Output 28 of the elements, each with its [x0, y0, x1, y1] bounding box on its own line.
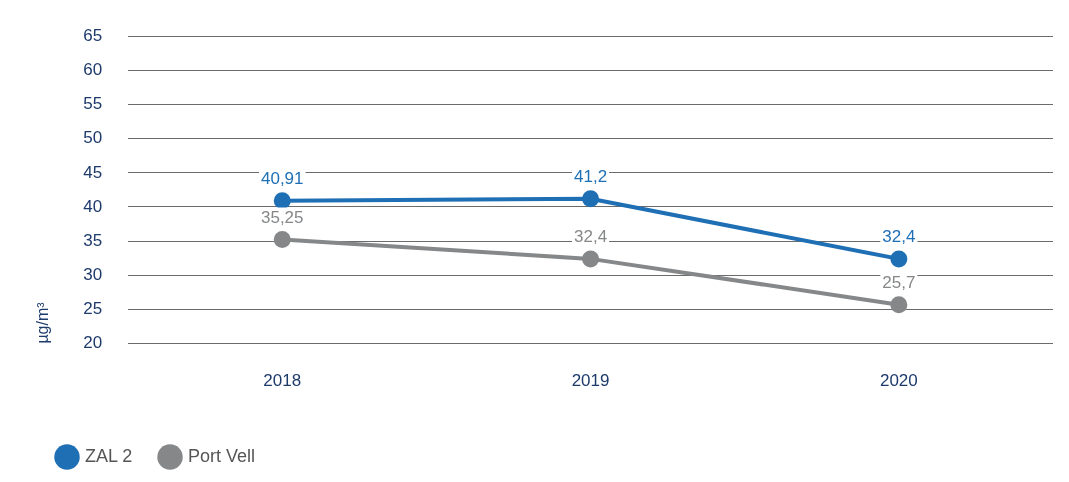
point — [273, 230, 291, 248]
y-tick-label: 25 — [83, 299, 103, 319]
x-tick-label: 2018 — [263, 371, 302, 391]
data-label: 25,7 — [882, 272, 916, 292]
point — [273, 192, 291, 210]
y-tick-label: 55 — [83, 94, 103, 114]
point — [582, 190, 600, 208]
y-tick-label: 60 — [83, 60, 103, 80]
legend-label: ZAL 2 — [85, 445, 133, 466]
y-tick-label: 45 — [83, 162, 103, 182]
data-label: 35,25 — [260, 207, 304, 227]
y-axis-title: µg/m³ — [34, 301, 52, 344]
data-label: 40,91 — [260, 168, 304, 188]
data-label: 32,4 — [574, 227, 608, 247]
point — [582, 250, 600, 268]
x-tick-label: 2019 — [571, 371, 610, 391]
y-tick-label: 50 — [83, 128, 103, 148]
data-label: 32,4 — [882, 227, 916, 247]
x-tick-label: 2020 — [879, 371, 918, 391]
data-label: 41,2 — [574, 166, 608, 186]
y-tick-label: 40 — [83, 196, 103, 216]
point — [890, 296, 908, 314]
y-tick-label: 30 — [83, 264, 103, 284]
y-tick-label: 65 — [83, 25, 103, 45]
legend-label: Port Vell — [188, 445, 256, 466]
y-tick-label: 20 — [83, 333, 103, 353]
y-tick-label: 35 — [83, 230, 103, 250]
point — [890, 250, 908, 268]
